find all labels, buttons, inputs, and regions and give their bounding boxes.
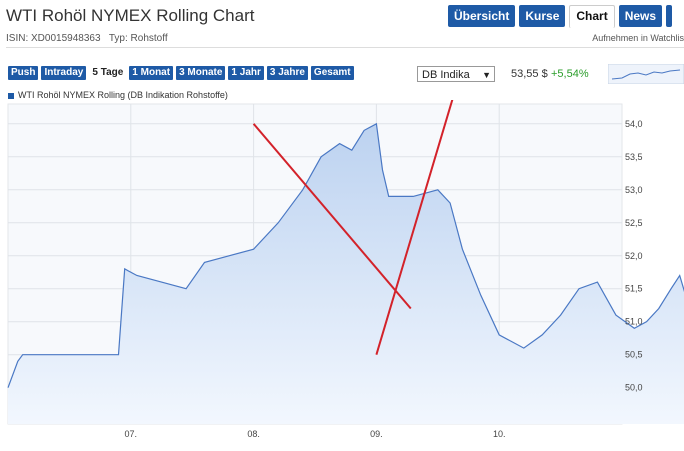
source-select-value: DB Indika — [422, 69, 470, 81]
quote-price: 53,55 $ — [511, 68, 548, 80]
trend-line — [252, 123, 412, 310]
page-title: WTI Rohöl NYMEX Rolling Chart — [6, 6, 255, 25]
x-tick-label: 07. — [125, 429, 138, 439]
watchlist-link[interactable]: Aufnehmen in Watchlis — [592, 33, 684, 43]
instrument-info: ISIN: XD0015948363 Typ: Rohstoff — [6, 33, 168, 44]
tab-uebersicht[interactable]: Übersicht — [448, 5, 516, 27]
quote-change: +5,54% — [551, 68, 589, 80]
tab-news[interactable]: News — [618, 5, 663, 27]
range-push-button[interactable]: Push — [8, 66, 39, 80]
range-1jahr-button[interactable]: 1 Jahr — [228, 66, 264, 80]
legend-swatch — [8, 92, 14, 99]
y-tick-label: 51,0 — [625, 317, 643, 327]
y-tick-label: 50,5 — [625, 350, 643, 360]
y-tick-label: 50,0 — [625, 383, 643, 393]
y-tick-label: 54,0 — [625, 119, 643, 129]
type-label: Typ: Rohstoff — [108, 33, 168, 44]
price-area — [8, 123, 684, 424]
tab-kurse[interactable]: Kurse — [519, 5, 566, 27]
chart-legend: WTI Rohöl NYMEX Rolling (DB Indikation R… — [8, 90, 228, 100]
price-line — [7, 122, 684, 388]
range-intraday-button[interactable]: Intraday — [41, 66, 87, 80]
y-tick-label: 51,5 — [625, 284, 643, 294]
range-gesamt-button[interactable]: Gesamt — [310, 66, 354, 80]
x-tick-label: 09. — [370, 429, 383, 439]
isin-label: ISIN: XD0015948363 — [6, 33, 101, 44]
range-selector: Push Intraday 5 Tage 1 Monat 3 Monate 1 … — [8, 66, 354, 80]
range-3jahre-button[interactable]: 3 Jahre — [266, 66, 308, 80]
view-tabs: Übersicht Kurse Chart News — [448, 5, 673, 28]
range-1monat-button[interactable]: 1 Monat — [129, 66, 174, 80]
y-tick-label: 53,0 — [625, 185, 643, 195]
sparkline-thumbnail[interactable] — [608, 64, 684, 84]
divider — [6, 47, 684, 48]
y-tick-label: 53,5 — [625, 152, 643, 162]
trend-lines — [252, 100, 454, 356]
x-tick-label: 10. — [493, 429, 506, 439]
x-axis-labels: 07. 08. 09. 10. — [125, 429, 506, 439]
trend-line — [375, 100, 454, 356]
range-5tage-button[interactable]: 5 Tage — [89, 66, 127, 80]
x-tick-label: 08. — [247, 429, 260, 439]
tab-chart[interactable]: Chart — [569, 5, 615, 28]
y-tick-label: 52,0 — [625, 251, 643, 261]
chevron-down-icon: ▼ — [482, 70, 491, 80]
price-chart[interactable]: 50,0 50,5 51,0 51,5 52,0 52,5 53,0 53,5 54,0 07.… — [0, 100, 684, 451]
y-axis-labels: 50,0 50,5 51,0 51,5 52,0 52,5 53,0 53,5 54,0 — [625, 119, 643, 393]
legend-label: WTI Rohöl NYMEX Rolling (DB Indikation R… — [18, 90, 228, 100]
y-tick-label: 52,5 — [625, 218, 643, 228]
source-select[interactable]: DB Indika ▼ — [417, 66, 495, 82]
range-3monate-button[interactable]: 3 Monate — [176, 66, 226, 80]
tab-overflow[interactable] — [666, 5, 673, 27]
